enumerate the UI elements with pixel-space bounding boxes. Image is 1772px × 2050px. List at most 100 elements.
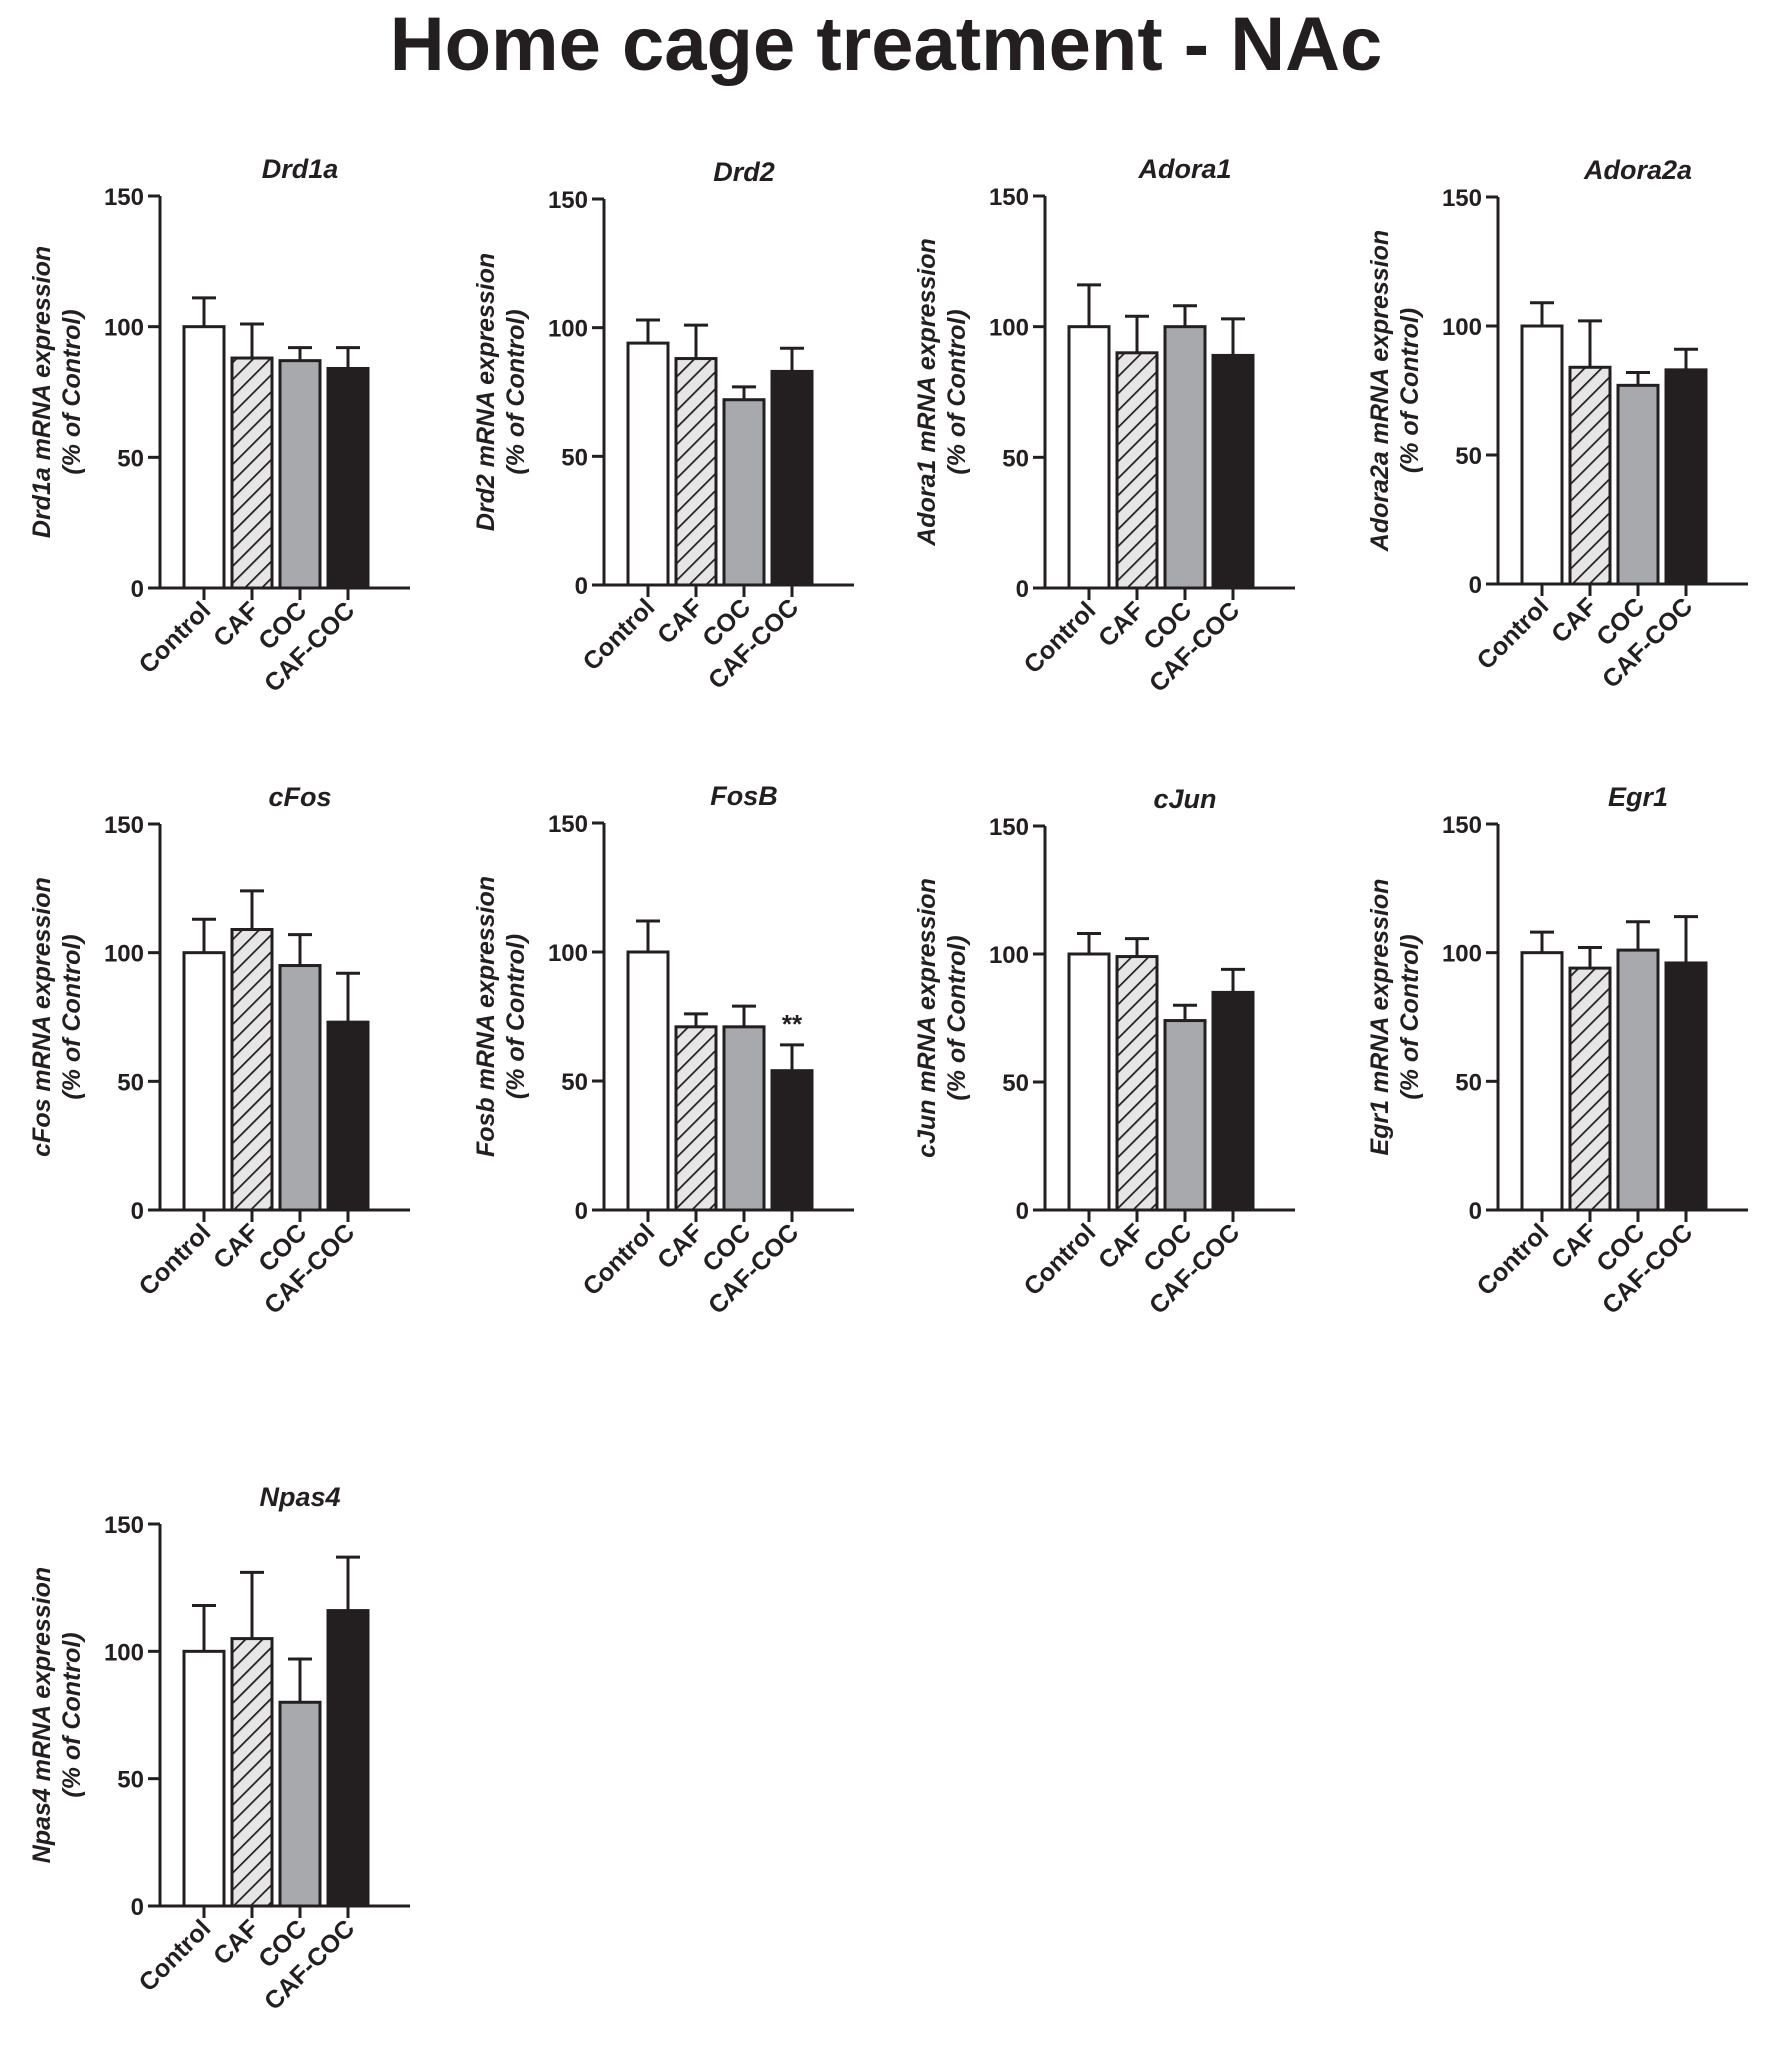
y-axis-label-unit: (% of Control)	[58, 1632, 86, 1797]
panel-title: Adora1	[1137, 154, 1231, 184]
significance-marker: **	[782, 1009, 803, 1039]
panel-egr1: Egr1 Egr1 mRNA expression (% of Control) 0 5…	[1366, 782, 1748, 1320]
y-axis-label-unit: (% of Control)	[58, 934, 86, 1099]
bar-control	[1520, 951, 1564, 1212]
x-tick-label: Control	[134, 596, 217, 679]
y-tick-label: 100	[104, 941, 144, 968]
bar-caf-coc	[326, 1020, 370, 1212]
x-tick-label: CAF	[1093, 596, 1149, 652]
y-tick-label: 100	[1442, 314, 1482, 341]
x-tick-label: CAF	[1546, 592, 1602, 648]
bar-control	[182, 1649, 226, 1908]
y-tick-label: 150	[548, 811, 588, 838]
panel-title: Drd1a	[262, 154, 339, 184]
y-axis-label: Npas4 mRNA expression	[28, 1567, 56, 1863]
y-axis-label-unit: (% of Control)	[1396, 308, 1424, 473]
y-tick-label: 50	[1002, 445, 1029, 472]
y-axis-label: Drd2 mRNA expression	[472, 253, 500, 531]
bar-caf-coc	[1664, 961, 1708, 1212]
y-tick-label: 150	[1442, 812, 1482, 839]
y-axis-label: cFos mRNA expression	[28, 877, 56, 1157]
y-tick-label: 50	[1002, 1070, 1029, 1097]
bar-control	[626, 341, 670, 587]
y-tick-label: 100	[548, 316, 588, 343]
y-tick-label: 100	[104, 1639, 144, 1666]
y-axis-label: Fosb mRNA expression	[472, 876, 500, 1157]
x-tick-label: Control	[134, 1218, 217, 1301]
y-tick-label: 150	[989, 184, 1029, 211]
bar-caf	[674, 1025, 718, 1212]
bar-caf	[230, 1637, 274, 1908]
bar-caf	[1115, 351, 1159, 590]
panel-title: Npas4	[259, 1482, 340, 1512]
y-tick-label: 50	[117, 445, 144, 472]
panel-cfos: cFos cFos mRNA expression (% of Control) 0 5…	[28, 782, 410, 1320]
y-tick-label: 150	[548, 187, 588, 214]
y-tick-label: 100	[104, 315, 144, 342]
y-tick-label: 150	[1442, 185, 1482, 212]
y-axis-label: Drd1a mRNA expression	[28, 246, 56, 538]
y-tick-label: 100	[989, 942, 1029, 969]
y-tick-label: 100	[548, 940, 588, 967]
bar-control	[182, 325, 226, 590]
y-tick-label: 50	[561, 444, 588, 471]
bar-caf	[230, 356, 274, 590]
x-tick-label: Control	[1472, 592, 1555, 675]
y-tick-label: 50	[1455, 1069, 1482, 1096]
panel-title: Egr1	[1608, 782, 1668, 812]
bar-coc	[1163, 325, 1207, 590]
bar-caf-coc	[770, 1069, 814, 1212]
bar-caf-coc	[1211, 990, 1255, 1212]
panel-fosb: FosB Fosb mRNA expression (% of Control) 0 5…	[472, 781, 854, 1320]
x-tick-label: CAF	[652, 593, 708, 649]
y-tick-label: 150	[104, 812, 144, 839]
bar-coc	[278, 964, 322, 1212]
panel-adora1: Adora1 Adora1 mRNA expression (% of Contro…	[913, 154, 1295, 698]
y-tick-label: 100	[989, 315, 1029, 342]
bar-caf	[1115, 955, 1159, 1212]
panel-title: Drd2	[713, 157, 775, 187]
x-tick-label: Control	[134, 1914, 217, 1997]
y-tick-label: 0	[1469, 572, 1482, 599]
panel-adora2a: Adora2a Adora2a mRNA expression (% of Cont…	[1366, 155, 1748, 694]
x-tick-label: CAF	[208, 1218, 264, 1274]
bar-caf-coc	[326, 366, 370, 590]
y-axis-label-unit: (% of Control)	[502, 934, 530, 1099]
bar-coc	[1616, 383, 1660, 586]
bar-control	[1520, 324, 1564, 586]
bar-caf-coc	[326, 1609, 370, 1908]
y-tick-label: 0	[131, 1894, 144, 1921]
y-axis-label: Adora1 mRNA expression	[913, 238, 941, 547]
y-axis-label: cJun mRNA expression	[913, 878, 941, 1158]
y-tick-label: 50	[1455, 443, 1482, 470]
y-tick-label: 100	[1442, 941, 1482, 968]
bar-coc	[1616, 948, 1660, 1212]
panel-drd2: Drd2 Drd2 mRNA expression (% of Control) 0 5…	[472, 157, 854, 695]
y-tick-label: 0	[575, 1198, 588, 1225]
y-tick-label: 50	[117, 1069, 144, 1096]
y-axis-label: Adora2a mRNA expression	[1366, 230, 1394, 552]
figure-title: Home cage treatment - NAc	[389, 2, 1383, 87]
y-axis-label-unit: (% of Control)	[1396, 934, 1424, 1099]
bar-coc	[722, 398, 766, 587]
bar-caf	[1568, 966, 1612, 1212]
panel-title: cJun	[1153, 784, 1216, 814]
y-tick-label: 50	[117, 1767, 144, 1794]
bar-coc	[1163, 1019, 1207, 1212]
y-axis-label-unit: (% of Control)	[943, 935, 971, 1100]
bar-coc	[722, 1025, 766, 1212]
bar-coc	[278, 1700, 322, 1908]
x-tick-label: Control	[1019, 1218, 1102, 1301]
x-tick-label: Control	[1019, 596, 1102, 679]
y-axis-label-unit: (% of Control)	[943, 309, 971, 474]
x-tick-label: Control	[1472, 1218, 1555, 1301]
y-tick-label: 0	[131, 576, 144, 603]
y-tick-label: 150	[104, 1512, 144, 1539]
bar-control	[1067, 325, 1111, 590]
bar-coc	[278, 359, 322, 590]
x-tick-label: CAF	[652, 1218, 708, 1274]
bar-caf-coc	[770, 369, 814, 587]
bar-caf	[1568, 365, 1612, 586]
y-tick-label: 0	[575, 573, 588, 600]
